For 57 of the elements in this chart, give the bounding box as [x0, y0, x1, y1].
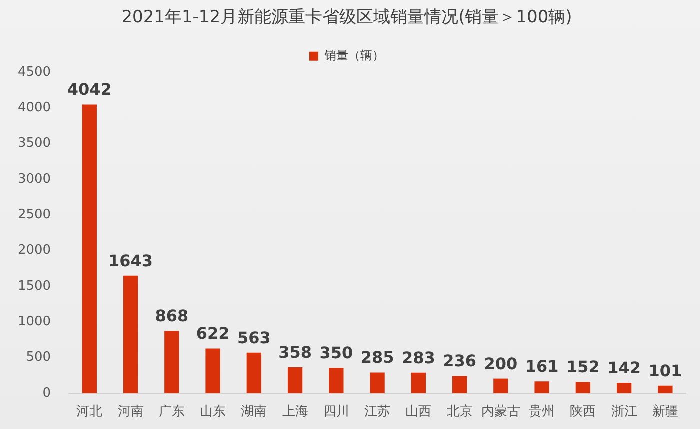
y-tick-label: 2500 — [18, 207, 52, 222]
y-tick-label: 1500 — [18, 278, 52, 294]
data-label: 563 — [237, 328, 271, 348]
bar — [576, 382, 591, 394]
data-label: 161 — [525, 357, 559, 376]
x-tick-label: 浙江 — [611, 404, 638, 420]
x-tick-label: 北京 — [446, 404, 473, 420]
bar — [616, 382, 632, 394]
bar — [370, 372, 385, 394]
y-tick-label: 4500 — [18, 64, 52, 80]
chart-title: 2021年1-12月新能源重卡省级区域销量情况(销量＞100辆) — [122, 8, 572, 28]
bar — [534, 382, 550, 394]
bar — [82, 104, 97, 394]
bar — [206, 348, 220, 394]
x-tick-label: 山西 — [406, 404, 432, 420]
x-tick-label: 广东 — [158, 404, 185, 420]
x-tick-label: 河南 — [118, 404, 144, 420]
x-tick-label: 陕西 — [570, 404, 596, 420]
data-label: 142 — [608, 358, 642, 378]
data-label: 285 — [360, 348, 394, 368]
x-tick-label: 新疆 — [652, 404, 678, 420]
data-label: 868 — [155, 306, 189, 326]
x-tick-label: 河北 — [76, 404, 103, 420]
bar — [288, 368, 303, 394]
x-tick-label: 四川 — [323, 404, 350, 420]
y-tick-label: 3000 — [18, 172, 52, 187]
bar — [494, 378, 508, 394]
legend-label: 销量（辆） — [324, 48, 384, 63]
data-label: 1643 — [108, 251, 154, 270]
bar — [452, 376, 468, 394]
x-tick-label: 上海 — [282, 404, 308, 420]
bar — [164, 331, 180, 394]
x-tick-label: 山东 — [200, 404, 226, 420]
x-tick-label: 贵州 — [529, 404, 556, 420]
y-tick-label: 4000 — [18, 100, 52, 116]
data-label: 350 — [320, 344, 354, 363]
y-tick-label: 1000 — [18, 314, 52, 330]
data-label: 283 — [402, 348, 436, 368]
x-tick-label: 江苏 — [364, 404, 391, 420]
y-tick-label: 0 — [42, 386, 52, 401]
data-label: 236 — [443, 352, 476, 371]
x-tick-label: 内蒙古 — [481, 404, 520, 420]
bar — [329, 368, 344, 394]
data-label: 101 — [648, 361, 682, 380]
data-label: 358 — [278, 343, 312, 362]
bar — [246, 352, 262, 394]
y-tick-label: 3500 — [18, 136, 52, 152]
data-label: 152 — [566, 358, 600, 377]
y-tick-label: 2000 — [18, 243, 52, 258]
data-label: 200 — [484, 354, 518, 374]
data-label: 4042 — [67, 80, 112, 100]
data-label: 622 — [196, 324, 230, 344]
bar — [123, 276, 138, 394]
bar — [411, 372, 426, 394]
x-tick-label: 湖南 — [241, 404, 268, 420]
y-tick-label: 500 — [26, 350, 52, 366]
bar — [658, 386, 673, 394]
